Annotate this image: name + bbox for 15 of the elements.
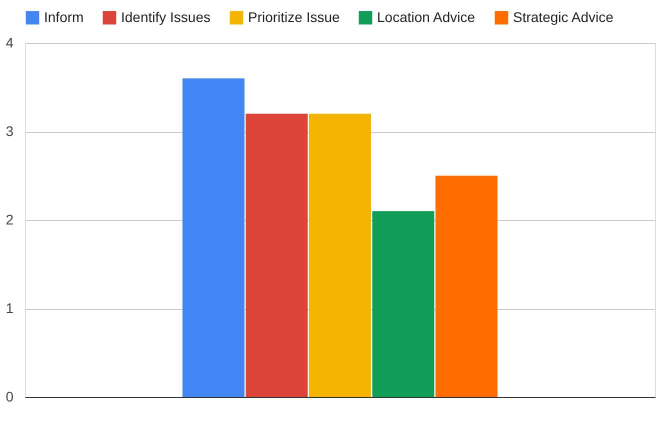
- bar: [182, 78, 244, 397]
- y-tick-label: 1: [6, 300, 14, 316]
- y-tick-label: 4: [6, 34, 14, 50]
- y-tick-label: 3: [6, 123, 14, 139]
- bar: [309, 114, 371, 397]
- bar: [372, 211, 434, 397]
- legend-label: Location Advice: [377, 8, 476, 25]
- legend-label: Inform: [44, 8, 84, 25]
- y-tick-label: 2: [6, 212, 14, 228]
- y-tick-label: 0: [6, 388, 14, 404]
- legend-label: Strategic Advice: [513, 8, 614, 25]
- legend-label: Prioritize Issue: [248, 8, 340, 25]
- legend-label: Identify Issues: [121, 8, 210, 25]
- bar: [436, 176, 498, 397]
- bar: [246, 114, 308, 397]
